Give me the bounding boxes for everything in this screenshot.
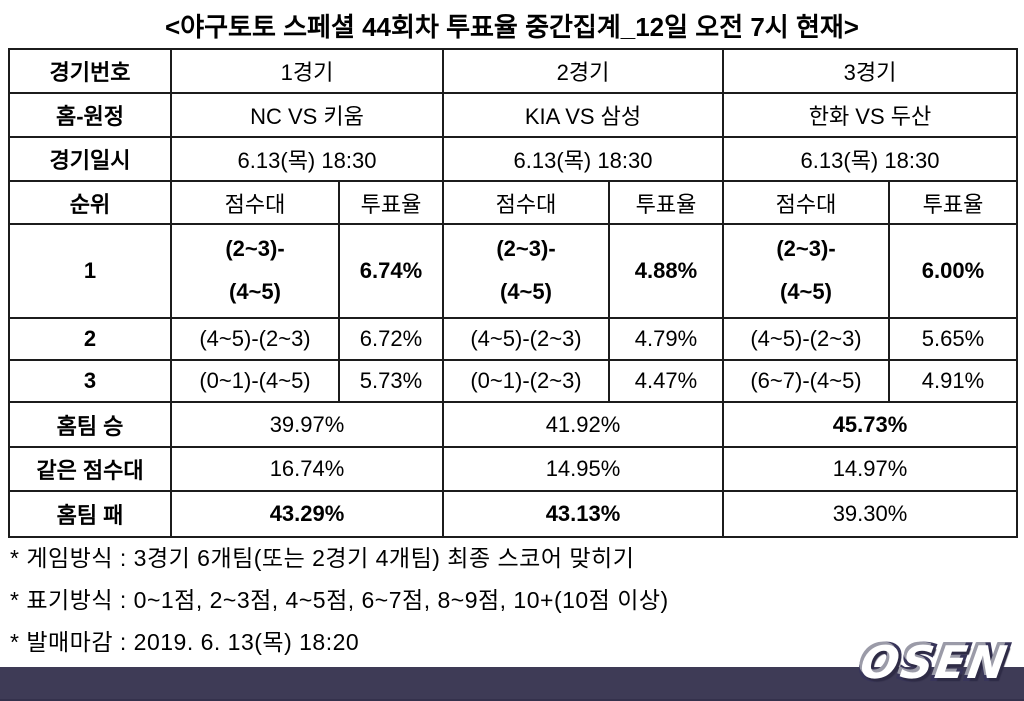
game3-rank3-vote: 4.91%	[888, 359, 1018, 403]
game3-datetime: 6.13(목) 18:30	[722, 136, 1018, 182]
row-datetime: 경기일시 6.13(목) 18:30 6.13(목) 18:30 6.13(목)…	[8, 136, 1018, 182]
note-game-method: * 게임방식 : 3경기 6개팀(또는 2경기 4개팀) 최종 스코어 맞히기	[10, 545, 635, 571]
game2-datetime: 6.13(목) 18:30	[442, 136, 724, 182]
row-home-win: 홈팀 승 39.97% 41.92% 45.73%	[8, 401, 1018, 448]
game3-home-win: 45.73%	[722, 401, 1018, 448]
game2-rank1-score: (2~3)- (4~5)	[442, 223, 610, 319]
game3-vote-header: 투표율	[888, 180, 1018, 225]
page-title: <야구토토 스페셜 44회차 투표율 중간집계_12일 오전 7시 현재>	[165, 12, 859, 42]
game1-label: 1경기	[170, 48, 444, 94]
game2-same-score: 14.95%	[442, 446, 724, 492]
game2-home-lose: 43.13%	[442, 490, 724, 538]
rank-3-label: 3	[8, 359, 172, 403]
game3-rank3-score: (6~7)-(4~5)	[722, 359, 890, 403]
game2-vote-header: 투표율	[608, 180, 724, 225]
score-line: (4~5)	[780, 279, 832, 304]
game2-label: 2경기	[442, 48, 724, 94]
game1-rank3-score: (0~1)-(4~5)	[170, 359, 340, 403]
row-rank-header: 순위 점수대 투표율 점수대 투표율 점수대 투표율	[8, 180, 1018, 225]
game2-rank3-score: (0~1)-(2~3)	[442, 359, 610, 403]
game1-match: NC VS 키움	[170, 92, 444, 138]
row-home-away: 홈-원정 NC VS 키움 KIA VS 삼성 한화 VS 두산	[8, 92, 1018, 138]
row-rank-2: 2 (4~5)-(2~3) 6.72% (4~5)-(2~3) 4.79% (4…	[8, 317, 1018, 361]
osen-logo: OSEN	[854, 633, 1015, 692]
game3-rank1-score: (2~3)- (4~5)	[722, 223, 890, 319]
game3-home-lose: 39.30%	[722, 490, 1018, 538]
game1-score-header: 점수대	[170, 180, 340, 225]
label-game-no: 경기번호	[8, 48, 172, 94]
score-line: (4~5)	[229, 279, 281, 304]
game1-datetime: 6.13(목) 18:30	[170, 136, 444, 182]
game3-score-header: 점수대	[722, 180, 890, 225]
game3-rank2-vote: 5.65%	[888, 317, 1018, 361]
game3-same-score: 14.97%	[722, 446, 1018, 492]
game3-match: 한화 VS 두산	[722, 92, 1018, 138]
footer-bar	[0, 667, 1024, 701]
row-rank-3: 3 (0~1)-(4~5) 5.73% (0~1)-(2~3) 4.47% (6…	[8, 359, 1018, 403]
game2-rank1-vote: 4.88%	[608, 223, 724, 319]
label-rank: 순위	[8, 180, 172, 225]
game2-rank3-vote: 4.47%	[608, 359, 724, 403]
vote-table: 경기번호 1경기 2경기 3경기 홈-원정 NC VS 키움 KIA VS 삼성…	[8, 48, 1018, 538]
game2-rank2-score: (4~5)-(2~3)	[442, 317, 610, 361]
game2-match: KIA VS 삼성	[442, 92, 724, 138]
game1-home-lose: 43.29%	[170, 490, 444, 538]
rank-2-label: 2	[8, 317, 172, 361]
label-home-win: 홈팀 승	[8, 401, 172, 448]
note-notation-method: * 표기방식 : 0~1점, 2~3점, 4~5점, 6~7점, 8~9점, 1…	[10, 587, 669, 613]
label-home-lose: 홈팀 패	[8, 490, 172, 538]
game1-home-win: 39.97%	[170, 401, 444, 448]
score-line: (4~5)	[500, 279, 552, 304]
row-rank-1: 1 (2~3)- (4~5) 6.74% (2~3)- (4~5) 4.88% …	[8, 223, 1018, 319]
game3-rank1-vote: 6.00%	[888, 223, 1018, 319]
row-home-lose: 홈팀 패 43.29% 43.13% 39.30%	[8, 490, 1018, 538]
note-sale-deadline: * 발매마감 : 2019. 6. 13(목) 18:20	[10, 629, 360, 655]
game1-vote-header: 투표율	[338, 180, 444, 225]
game2-home-win: 41.92%	[442, 401, 724, 448]
game1-rank2-vote: 6.72%	[338, 317, 444, 361]
label-same-score: 같은 점수대	[8, 446, 172, 492]
game2-rank2-vote: 4.79%	[608, 317, 724, 361]
score-line: (2~3)-	[225, 236, 285, 262]
label-datetime: 경기일시	[8, 136, 172, 182]
row-same-score: 같은 점수대 16.74% 14.95% 14.97%	[8, 446, 1018, 492]
game1-rank3-vote: 5.73%	[338, 359, 444, 403]
row-game-no: 경기번호 1경기 2경기 3경기	[8, 48, 1018, 94]
game1-same-score: 16.74%	[170, 446, 444, 492]
score-line: (2~3)-	[496, 236, 556, 262]
game1-rank1-vote: 6.74%	[338, 223, 444, 319]
game3-rank2-score: (4~5)-(2~3)	[722, 317, 890, 361]
label-home-away: 홈-원정	[8, 92, 172, 138]
score-line: (2~3)-	[776, 236, 836, 262]
game1-rank1-score: (2~3)- (4~5)	[170, 223, 340, 319]
game1-rank2-score: (4~5)-(2~3)	[170, 317, 340, 361]
game3-label: 3경기	[722, 48, 1018, 94]
game2-score-header: 점수대	[442, 180, 610, 225]
footnotes: * 게임방식 : 3경기 6개팀(또는 2경기 4개팀) 최종 스코어 맞히기 …	[10, 546, 669, 672]
rank-1-label: 1	[8, 223, 172, 319]
